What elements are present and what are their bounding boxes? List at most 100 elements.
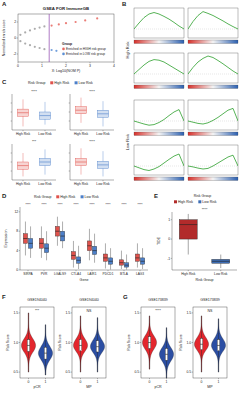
x-tick-label: Low Risk [96, 132, 110, 136]
plot-frame [188, 53, 238, 83]
point [24, 31, 26, 33]
whisker-high [25, 222, 26, 234]
x-tick-label: High Risk [16, 132, 30, 136]
box [44, 244, 48, 253]
whisker-low [78, 263, 79, 269]
running-score [188, 56, 238, 74]
group-label: Low Risk [125, 134, 130, 150]
legend-swatch [50, 81, 53, 84]
whisker-high [201, 316, 202, 338]
legend-label: High Risk [60, 195, 75, 199]
point [55, 50, 57, 52]
running-score [188, 12, 238, 29]
whisker-low [201, 350, 202, 372]
plot-area [18, 149, 51, 176]
legend-label: Low Risk [79, 81, 93, 85]
whisker-low [28, 351, 29, 372]
whisker-low [41, 248, 42, 258]
median [92, 250, 96, 251]
median [108, 261, 112, 262]
running-score [134, 154, 184, 171]
y-tick [140, 342, 141, 343]
box [40, 158, 51, 165]
box [79, 340, 82, 351]
y-tick-label: 1.0 [65, 341, 70, 345]
x-tick-label: LAIR1 [88, 272, 97, 276]
point [58, 23, 60, 25]
y-axis [70, 144, 71, 180]
whisker-high [89, 229, 90, 241]
x-tick-label: 2 [65, 64, 67, 68]
y-axis-label: Normalized enrich score [2, 20, 6, 57]
point [39, 27, 41, 29]
x-tick-label: 4 [113, 64, 115, 68]
figure: AGSEA FOR ImmuneGB01234-202X: Log10(NOM … [0, 0, 241, 400]
running-score [188, 155, 238, 169]
x-tick-label: 1 [218, 380, 220, 384]
panel-letter: B [122, 1, 127, 7]
y-tick [17, 22, 18, 23]
legend-title: Risk Group [194, 194, 212, 198]
legend-swatch [81, 195, 84, 198]
significance: **** [106, 203, 112, 207]
median [27, 345, 30, 346]
zero-line [134, 74, 184, 75]
point [19, 40, 21, 42]
plot-area [142, 316, 173, 378]
whisker-low [137, 261, 138, 267]
whisker-high [166, 328, 167, 349]
median [71, 255, 75, 256]
legend-swatch [75, 81, 78, 84]
y-axis [12, 94, 13, 130]
box [44, 347, 47, 359]
x-axis-label: pCR [33, 385, 41, 389]
y-tick [71, 372, 72, 373]
whisker-high [80, 316, 81, 340]
box [18, 109, 29, 116]
rank-bar [134, 85, 184, 89]
x-axis-label: Risk Group [196, 278, 214, 282]
y-tick-label: 1.0 [13, 341, 18, 345]
plot-area [188, 108, 238, 124]
whisker-low [89, 251, 90, 261]
whisker-high [45, 325, 46, 347]
whisker-high [28, 313, 29, 340]
plot-area [134, 110, 184, 126]
whisker-low [57, 236, 58, 246]
x-axis [12, 130, 56, 131]
running-score [134, 110, 184, 126]
x-axis [70, 130, 114, 131]
plot-frame [188, 100, 238, 130]
x-axis-label: MP [207, 385, 213, 389]
point [65, 22, 67, 24]
point [51, 49, 53, 51]
median [87, 245, 91, 246]
whisker-low [220, 263, 221, 268]
running-score [134, 13, 184, 30]
legend-label: Enriched in HIGH risk group [66, 47, 106, 51]
y-axis-label: Risk Score [58, 334, 62, 351]
x-tick-label: CTLA4 [71, 272, 81, 276]
box [76, 107, 87, 114]
box [98, 161, 109, 168]
whisker-low [62, 241, 63, 248]
x-axis-label: pCR [154, 385, 162, 389]
zero-line [134, 121, 184, 122]
plot-frame [141, 307, 175, 378]
box [108, 258, 112, 264]
y-tick-label: 1 [168, 218, 170, 222]
y-tick-label: 8 [16, 229, 18, 233]
legend-swatch [56, 195, 59, 198]
whisker-low [23, 116, 24, 126]
y-tick [192, 342, 193, 343]
whisker-high [218, 319, 219, 340]
box [27, 340, 30, 352]
violin [73, 316, 87, 372]
whisker-high [121, 251, 122, 260]
x-tick-label: High Risk [74, 182, 88, 186]
x-tick-label: Low Risk [38, 182, 52, 186]
median [200, 344, 203, 345]
median [76, 260, 80, 261]
y-tick-label: 0 [16, 268, 18, 272]
box [39, 239, 43, 249]
